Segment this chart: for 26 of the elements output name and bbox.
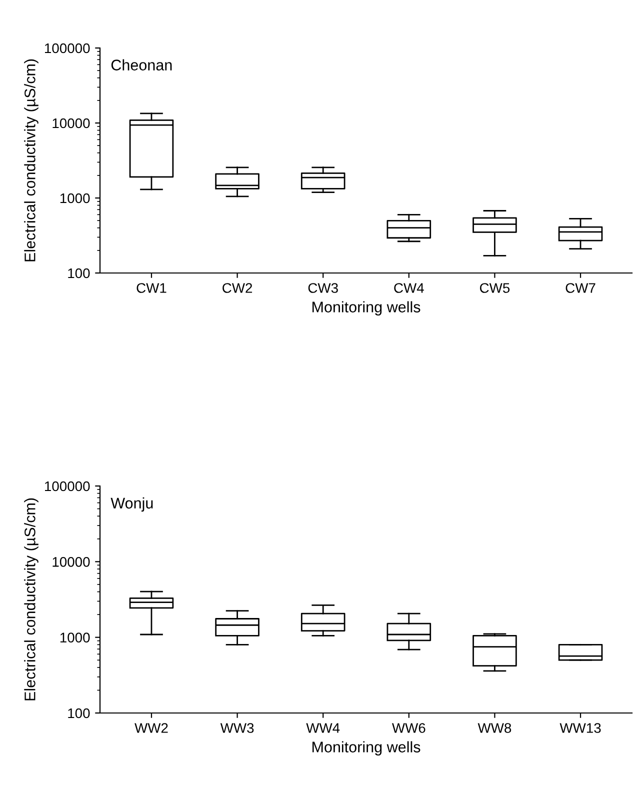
x-tick-label: WW3 bbox=[220, 723, 254, 733]
y-tick-label: 100 bbox=[68, 268, 90, 278]
x-tick-label: WW13 bbox=[560, 723, 601, 733]
y-tick-label: 10000 bbox=[52, 118, 90, 128]
x-tick-label: CW4 bbox=[394, 283, 424, 293]
y-tick-label: 100 bbox=[68, 708, 90, 718]
y-tick-label: 10000 bbox=[52, 557, 90, 567]
y-axis-title: Electrical conductivity (µS/cm) bbox=[24, 59, 38, 262]
x-tick-label: WW4 bbox=[306, 723, 340, 733]
x-tick-label: WW6 bbox=[392, 723, 426, 733]
y-tick-label: 1000 bbox=[60, 193, 90, 204]
x-tick-label: CW3 bbox=[308, 283, 338, 293]
x-tick-label: CW2 bbox=[222, 283, 252, 293]
y-tick-label: 1000 bbox=[60, 632, 90, 643]
x-tick-label: WW2 bbox=[134, 723, 168, 733]
y-tick-label: 100000 bbox=[44, 43, 90, 54]
y-tick-label: 100000 bbox=[44, 481, 90, 492]
y-axis-title: Electrical conductivity (µS/cm) bbox=[24, 498, 38, 700]
x-axis-title: Monitoring wells bbox=[312, 301, 420, 316]
x-tick-label: CW7 bbox=[566, 283, 596, 293]
x-tick-label: CW1 bbox=[136, 283, 166, 293]
annotation: Cheonan bbox=[111, 59, 172, 70]
annotation: Wonju bbox=[110, 497, 153, 512]
x-axis-title: Monitoring wells bbox=[312, 741, 420, 756]
x-tick-label: CW5 bbox=[480, 283, 510, 293]
x-tick-label: WW8 bbox=[478, 723, 512, 733]
